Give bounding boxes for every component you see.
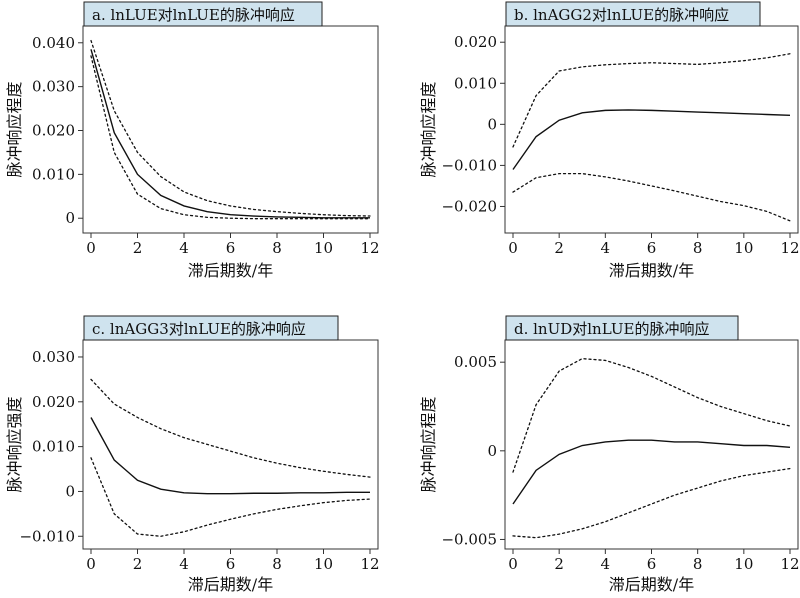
x-tick-label-c: 2 [133,555,143,573]
x-tick-label-a: 4 [179,239,189,257]
y-tick-label-b: 0.010 [454,74,497,92]
y-tick-label-c: 0.030 [32,348,75,366]
x-tick-label-c: 4 [179,555,189,573]
x-tick-label-d: 8 [693,555,703,573]
response-line-a [90,49,370,219]
x-tick-label-a: 10 [314,239,333,257]
title-box-b [505,1,761,27]
y-tick-label-d: 0 [487,442,497,460]
x-tick-label-b: 2 [554,239,564,257]
x-tick-label-d: 12 [780,555,799,573]
y-tick-label-b: 0 [487,115,497,133]
y-tick-label-d: 0.005 [454,353,497,371]
y-tick-label-c: 0 [65,482,75,500]
panel-c: c. lnAGG3对lnLUE的脉冲响应 0 2 4 6 8 10 12 −0.010 0 0.01… [5,315,380,594]
x-axis-label-d: 滞后期数/年 [609,575,694,594]
panel-d: d. lnUD对lnLUE的脉冲响应 0 2 4 6 8 10 12 −0.005 0 0.005 滞… [419,315,800,594]
y-axis-label-a: 脉冲响应程度 [5,81,24,177]
x-tick-label-a: 2 [133,239,143,257]
chart-title-d: d. lnUD对lnLUE的脉冲响应 [514,320,709,338]
y-tick-label-c: 0.020 [32,393,75,411]
x-tick-label-c: 0 [86,555,96,573]
lower-bound-line-b [512,172,791,222]
x-tick-label-d: 4 [601,555,611,573]
x-tick-label-d: 10 [734,555,753,573]
response-line-c [90,417,370,495]
lower-bound-line-a [90,55,371,220]
x-tick-label-a: 8 [272,239,282,257]
x-tick-label-c: 12 [360,555,379,573]
y-tick-label-b: −0.010 [441,156,497,174]
chart-title-b: b. lnAGG2对lnLUE的脉冲响应 [514,6,729,24]
plot-frame-d [504,339,799,550]
x-tick-label-d: 6 [647,555,657,573]
x-tick-label-b: 0 [508,239,518,257]
title-box-c [83,315,339,341]
x-axis-label-c: 滞后期数/年 [188,575,273,594]
x-axis-label-b: 滞后期数/年 [609,261,694,280]
x-tick-label-a: 12 [360,239,379,257]
title-box-a [83,1,323,27]
x-tick-label-c: 10 [314,555,333,573]
x-tick-label-b: 12 [780,239,799,257]
y-tick-label-a: 0.020 [32,122,75,140]
y-axis-label-c: 脉冲响应强度 [5,396,24,492]
x-tick-label-b: 6 [647,239,657,257]
upper-bound-line-d [512,357,791,473]
upper-bound-line-c [90,378,371,478]
y-tick-label-c: −0.010 [19,527,75,545]
plot-frame-a [82,25,379,234]
y-tick-label-a: 0.030 [32,78,75,96]
panel-a: a. lnLUE对lnLUE的脉冲响应 0 2 4 6 8 10 12 0 0.010 0.020 0… [5,1,380,280]
x-tick-label-b: 10 [734,239,753,257]
x-tick-label-c: 8 [272,555,282,573]
x-tick-label-b: 8 [693,239,703,257]
title-box-d [505,315,739,341]
lower-bound-line-c [90,457,371,537]
panel-b: b. lnAGG2对lnLUE的脉冲响应 0 2 4 6 8 10 12 −0.020 −0.01… [419,1,800,280]
x-tick-label-a: 0 [86,239,96,257]
y-tick-label-c: 0.010 [32,438,75,456]
y-tick-label-a: 0 [65,209,75,227]
y-tick-label-b: −0.020 [441,197,497,215]
upper-bound-line-a [90,39,371,217]
x-tick-label-a: 6 [226,239,236,257]
y-axis-label-b: 脉冲响应程度 [419,81,438,177]
y-axis-label-d: 脉冲响应程度 [419,396,438,492]
x-tick-label-d: 0 [508,555,518,573]
upper-bound-line-b [512,53,791,148]
x-tick-label-c: 6 [226,555,236,573]
x-axis-label-a: 滞后期数/年 [188,261,273,280]
y-tick-label-b: 0.020 [454,33,497,51]
chart-title-c: c. lnAGG3对lnLUE的脉冲响应 [92,320,306,338]
y-tick-label-a: 0.040 [32,34,75,52]
plot-frame-c [82,339,379,550]
plot-frame-b [504,25,799,234]
y-tick-label-a: 0.010 [32,165,75,183]
lower-bound-line-d [512,467,791,539]
x-tick-label-b: 4 [601,239,611,257]
response-line-d [512,439,791,505]
y-tick-label-d: −0.005 [441,530,497,548]
x-tick-label-d: 2 [554,555,564,573]
response-line-b [512,109,791,170]
chart-title-a: a. lnLUE对lnLUE的脉冲响应 [92,6,295,24]
